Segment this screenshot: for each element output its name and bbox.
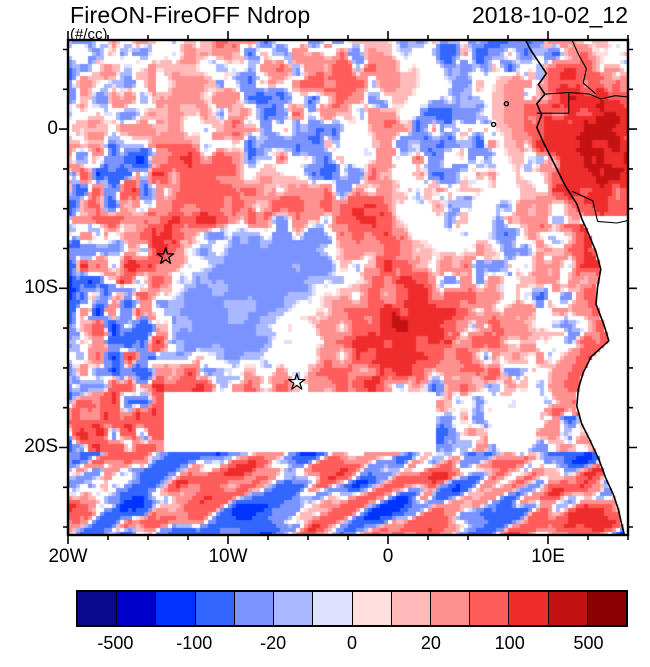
y-axis-label-20s: 20S xyxy=(24,436,58,458)
colorbar-tick-label: 0 xyxy=(346,633,357,653)
heatmap-canvas xyxy=(68,40,628,535)
colorbar-swatch xyxy=(195,592,235,625)
colorbar xyxy=(76,590,628,627)
date-label: 2018-10-02_12 xyxy=(471,2,628,28)
colorbar-swatch xyxy=(509,592,549,625)
colorbar-swatch xyxy=(587,592,627,625)
colorbar-tick-label: 100 xyxy=(494,633,525,653)
y-axis-label-0: 0 xyxy=(47,118,58,140)
colorbar-swatch xyxy=(117,592,157,625)
colorbar-tick-label: -100 xyxy=(176,633,213,653)
colorbar-swatch xyxy=(234,592,275,625)
plot-title: FireON-FireOFF Ndrop xyxy=(70,2,311,28)
x-axis-label-10e: 10E xyxy=(531,546,565,567)
colorbar-tick-label: 500 xyxy=(573,633,604,653)
colorbar-swatch xyxy=(352,592,392,625)
colorbar-swatch xyxy=(430,592,471,625)
colorbar-tick-label: 20 xyxy=(420,633,441,653)
colorbar-swatch xyxy=(78,592,118,625)
colorbar-tick-label: -20 xyxy=(260,633,287,653)
colorbar-swatch xyxy=(156,592,196,625)
x-axis-label-10w: 10W xyxy=(208,546,248,567)
colorbar-swatch xyxy=(313,592,353,625)
colorbar-tick-label: -500 xyxy=(97,633,134,653)
x-axis-label-20w: 20W xyxy=(48,546,88,567)
y-axis-label-10s: 10S xyxy=(24,277,58,299)
colorbar-swatch xyxy=(274,592,314,625)
x-axis-label-0: 0 xyxy=(382,546,394,567)
colorbar-swatch xyxy=(548,592,588,625)
colorbar-swatch xyxy=(470,592,510,625)
colorbar-swatch xyxy=(391,592,431,625)
